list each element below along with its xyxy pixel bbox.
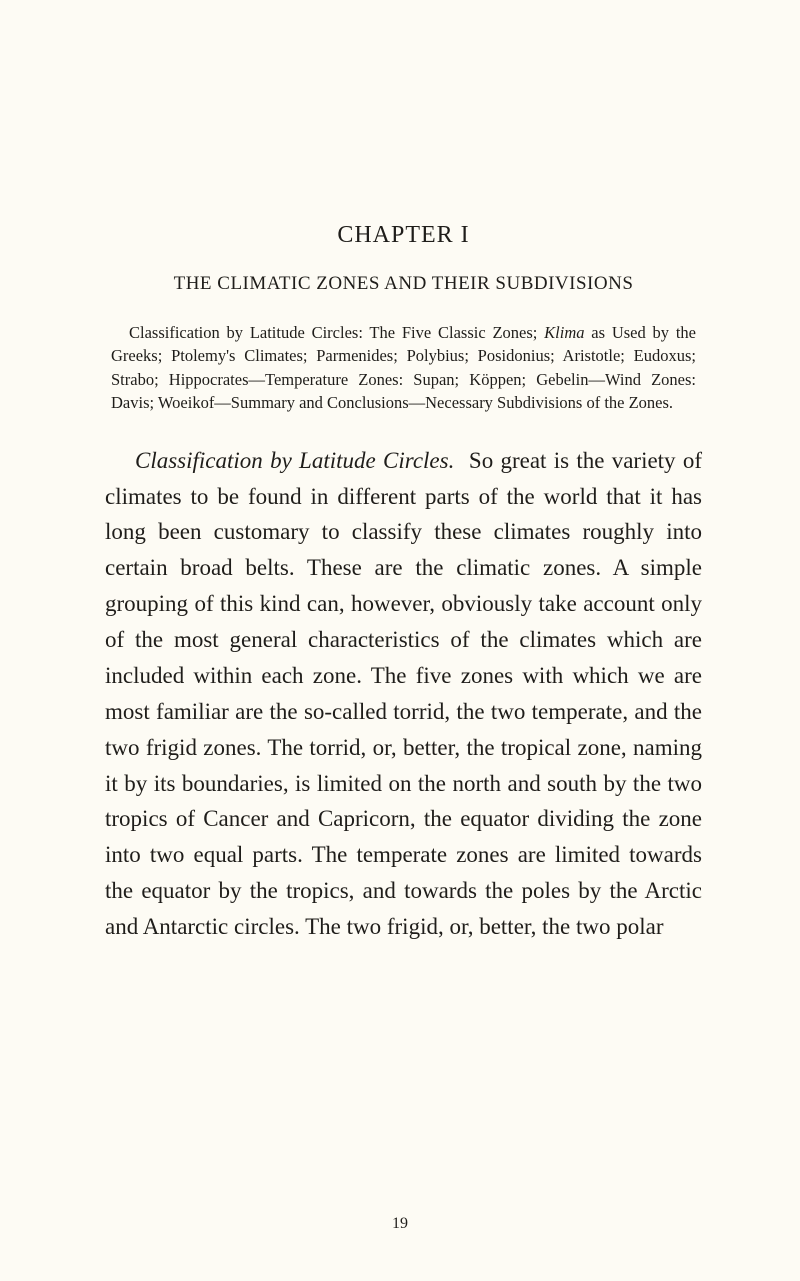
chapter-synopsis: Classification by Latitude Circles: The … (105, 321, 702, 415)
chapter-heading: CHAPTER I (105, 222, 702, 249)
chapter-subheading: THE CLIMATIC ZONES AND THEIR SUBDIVISION… (105, 273, 702, 295)
synopsis-text: Classification by Latitude Circles: The … (111, 321, 696, 415)
body-paragraph: Classification by Latitude Circles. So g… (105, 443, 702, 945)
book-page: CHAPTER I THE CLIMATIC ZONES AND THEIR S… (0, 0, 800, 1281)
page-number: 19 (0, 1215, 800, 1233)
